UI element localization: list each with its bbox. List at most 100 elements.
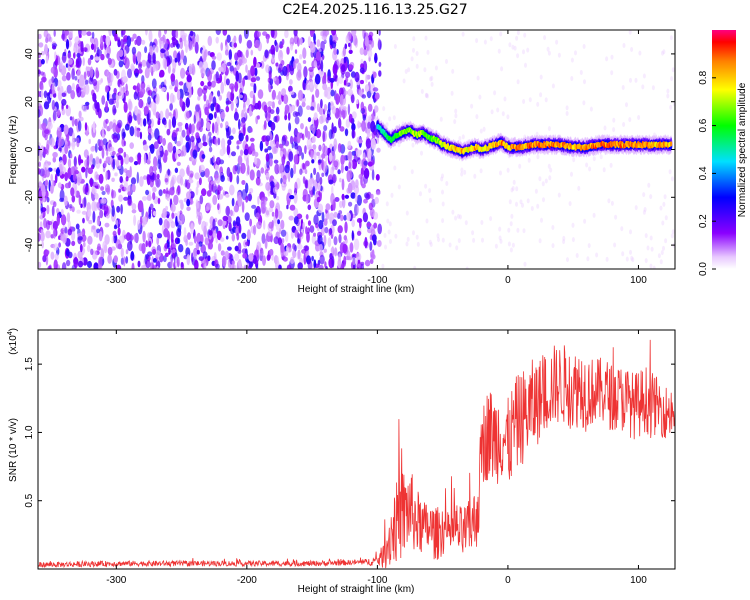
noise-blob [86, 31, 92, 37]
haze-blob [555, 39, 559, 45]
noise-blob [80, 40, 84, 53]
noise-blob [186, 254, 191, 266]
haze-blob [574, 50, 577, 56]
snr-x-label: Height of straight line (km) [298, 584, 415, 595]
noise-blob [309, 30, 314, 38]
noise-blob [325, 30, 330, 36]
noise-blob [145, 30, 148, 36]
noise-blob [172, 68, 176, 74]
y-tick-label: -20 [24, 190, 35, 205]
noise-blob [59, 197, 65, 203]
noise-blob [60, 209, 64, 216]
noise-blob [162, 38, 168, 50]
snr-y-label: SNR (10 * v/v) [8, 418, 19, 482]
haze-blob [424, 93, 428, 98]
haze-blob [546, 46, 550, 52]
noise-blob [265, 64, 270, 73]
noise-blob [78, 194, 82, 206]
noise-blob [233, 42, 237, 48]
noise-blob [165, 252, 169, 257]
noise-blob [81, 210, 87, 215]
noise-blob [329, 34, 333, 46]
haze-blob [571, 237, 575, 243]
noise-blob [311, 255, 314, 262]
noise-blob [296, 131, 301, 144]
noise-blob [309, 225, 315, 233]
noise-blob [234, 245, 239, 252]
noise-blob [224, 49, 229, 56]
haze-blob [412, 36, 416, 42]
noise-blob [156, 173, 160, 179]
noise-blob [98, 139, 104, 151]
haze-blob [662, 49, 666, 55]
noise-blob [190, 222, 195, 235]
noise-blob [293, 207, 299, 218]
noise-blob [113, 255, 118, 264]
noise-blob [284, 164, 290, 174]
noise-blob [52, 156, 57, 163]
haze-blob [415, 63, 419, 69]
noise-blob [238, 94, 244, 99]
haze-blob [511, 242, 515, 248]
noise-blob [57, 89, 62, 101]
haze-blob [385, 201, 389, 207]
noise-blob [250, 127, 253, 133]
noise-blob [364, 259, 371, 267]
noise-blob [269, 200, 275, 209]
noise-blob [330, 89, 335, 97]
noise-blob [351, 111, 357, 119]
noise-blob [131, 203, 137, 211]
noise-blob [286, 264, 292, 269]
noise-blob [376, 147, 381, 153]
noise-blob [343, 235, 347, 241]
noise-blob [40, 184, 46, 192]
noise-blob [68, 251, 73, 259]
noise-blob [331, 30, 337, 36]
haze-blob [562, 239, 566, 245]
noise-blob [40, 229, 44, 236]
noise-blob [294, 116, 300, 125]
haze-blob [445, 181, 449, 186]
noise-blob [94, 193, 99, 200]
noise-blob [309, 74, 313, 83]
noise-blob [359, 47, 364, 55]
haze-blob [669, 104, 673, 110]
haze-blob [448, 242, 452, 248]
haze-blob [458, 136, 462, 141]
noise-blob [362, 114, 366, 121]
noise-blob [113, 224, 118, 230]
noise-blob [189, 30, 194, 37]
noise-blob [121, 30, 126, 36]
noise-blob [345, 34, 350, 44]
x-tick-label: 100 [630, 275, 647, 286]
haze-blob [383, 233, 387, 238]
noise-blob [131, 46, 137, 56]
noise-blob [358, 89, 363, 97]
noise-blob [149, 65, 153, 73]
x-tick-label: 100 [630, 575, 647, 586]
noise-blob [178, 199, 184, 204]
noise-blob [277, 219, 280, 225]
noise-blob [123, 196, 129, 201]
noise-blob [83, 196, 87, 208]
noise-blob [350, 242, 354, 253]
noise-blob [85, 66, 91, 71]
noise-blob [343, 255, 347, 267]
noise-blob [158, 217, 163, 226]
noise-blob [307, 204, 312, 211]
noise-blob [98, 231, 103, 242]
noise-blob [323, 234, 327, 246]
noise-blob [215, 30, 221, 36]
noise-blob [153, 170, 157, 182]
noise-blob [137, 260, 141, 268]
noise-blob [357, 139, 363, 144]
noise-blob [88, 219, 93, 225]
noise-blob [108, 30, 112, 37]
noise-blob [82, 47, 88, 52]
noise-blob [190, 135, 195, 143]
noise-blob [98, 173, 104, 184]
noise-blob [218, 94, 222, 101]
x-tick-label: 0 [505, 275, 511, 286]
noise-blob [84, 122, 88, 131]
noise-blob [278, 63, 283, 73]
